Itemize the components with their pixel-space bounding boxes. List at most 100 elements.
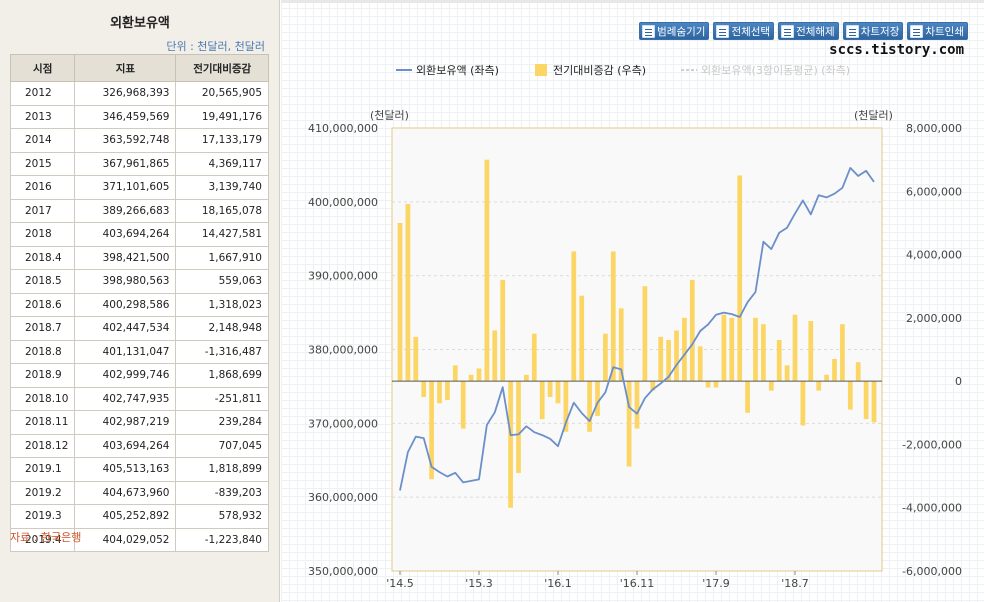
y-left-tick-label: 400,000,000 <box>308 196 378 209</box>
cell-change: 1,818,899 <box>175 457 269 482</box>
bar <box>832 358 837 382</box>
legend-entry[interactable]: 외환보유액(3항이동평균) (좌측) <box>701 64 850 77</box>
cell-period: 2018.8 <box>9 339 76 364</box>
bar <box>634 381 640 429</box>
y-right-axis-label: (천달러) <box>854 108 893 122</box>
y-left-tick-label: 360,000,000 <box>308 491 378 504</box>
table-row[interactable]: 2015 367,961,865 4,369,117 <box>9 151 269 176</box>
table-row[interactable]: 2016 371,101,605 3,139,740 <box>9 175 269 200</box>
x-tick-label: '14.5 <box>386 577 414 590</box>
bar <box>761 324 766 382</box>
cell-indicator: 346,459,569 <box>74 104 177 129</box>
toolbar-button-select-all[interactable]: 전체선택 <box>713 22 775 40</box>
cell-indicator: 398,421,500 <box>74 245 177 270</box>
bar <box>429 381 434 480</box>
table-row[interactable]: 2014 363,592,748 17,133,179 <box>9 128 269 153</box>
bar <box>784 365 790 382</box>
source-note: 자료 : 한국은행 <box>10 531 82 544</box>
cell-period: 2018.10 <box>9 386 76 411</box>
bar <box>508 381 513 508</box>
bar <box>745 381 750 413</box>
chart-toolbar: 범례숨기기 전체선택 전체해제 차트저장 차트인쇄 <box>639 22 968 40</box>
table-row[interactable]: 2018.7 402,447,534 2,148,948 <box>9 316 269 341</box>
bar <box>524 374 529 382</box>
watermark: sccs.tistory.com <box>829 42 964 58</box>
y-left-tick-label: 380,000,000 <box>308 344 378 357</box>
table-row[interactable]: 2019.4 404,029,052 -1,223,840 <box>9 527 269 552</box>
cell-change: 14,427,581 <box>175 222 269 247</box>
toolbar-button-label: 범례숨기기 <box>657 25 706 38</box>
x-tick-label: '17.9 <box>702 577 730 590</box>
data-table: 시점 지표 전기대비증감 2012 326,968,393 20,565,905 20… <box>9 54 269 552</box>
table-row[interactable]: 2018.4 398,421,500 1,667,910 <box>9 245 269 270</box>
cell-indicator: 367,961,865 <box>74 151 177 176</box>
bar <box>531 333 537 382</box>
bar <box>847 381 853 410</box>
toolbar-button-print[interactable]: 차트인쇄 <box>907 22 968 40</box>
cell-indicator: 400,298,586 <box>74 292 177 317</box>
cell-period: 2015 <box>9 151 76 176</box>
table-row[interactable]: 2018 403,694,264 14,427,581 <box>9 222 269 247</box>
save-icon <box>845 24 859 38</box>
bar <box>547 381 553 397</box>
bar <box>855 362 861 382</box>
bar <box>437 381 442 404</box>
column-header-change[interactable]: 전기대비증감 <box>175 54 269 82</box>
series-line <box>399 166 875 491</box>
table-row[interactable]: 2018.11 402,987,219 239,284 <box>9 410 269 435</box>
cell-indicator: 403,694,264 <box>74 433 177 458</box>
cell-indicator: 398,980,563 <box>74 269 177 294</box>
table-body: 2012 326,968,393 20,565,905 2013 346,459,569… <box>9 81 269 552</box>
cell-change: 2,148,948 <box>175 316 269 341</box>
table-row[interactable]: 2018.12 403,694,264 707,045 <box>9 433 269 458</box>
cell-change: 1,868,699 <box>175 363 269 388</box>
x-tick-label: '16.11 <box>620 577 655 590</box>
bar <box>563 381 569 432</box>
table-row[interactable]: 2018.6 400,298,586 1,318,023 <box>9 292 269 317</box>
table-row[interactable]: 2019.2 404,673,960 -839,203 <box>9 480 269 505</box>
legend-entry[interactable]: 전기대비증감 (우측) <box>553 64 646 77</box>
bar <box>697 346 703 382</box>
legend-entry[interactable]: 외환보유액 (좌측) <box>416 64 499 77</box>
toolbar-button-label: 차트인쇄 <box>925 25 964 38</box>
cell-indicator: 403,694,264 <box>74 222 177 247</box>
x-tick-label: '16.1 <box>544 577 572 590</box>
y-right-tick-label: 2,000,000 <box>906 312 962 325</box>
bar <box>610 251 616 382</box>
table-row[interactable]: 2012 326,968,393 20,565,905 <box>9 81 269 106</box>
toolbar-button-save[interactable]: 차트저장 <box>842 22 904 40</box>
cell-change: 17,133,179 <box>175 128 269 153</box>
cell-change: 18,165,078 <box>175 198 269 223</box>
table-row[interactable]: 2018.5 398,980,563 559,063 <box>9 269 269 294</box>
bar <box>595 381 600 416</box>
toolbar-button-legend[interactable]: 범례숨기기 <box>639 22 710 40</box>
table-row[interactable]: 2018.8 401,131,047 -1,316,487 <box>9 339 269 364</box>
table-row[interactable]: 2019.1 405,513,163 1,818,899 <box>9 457 269 482</box>
toolbar-button-deselect[interactable]: 전체해제 <box>778 22 839 40</box>
bar <box>674 330 679 382</box>
cell-period: 2012 <box>9 81 76 106</box>
y-right-tick-label: -4,000,000 <box>902 502 962 515</box>
cell-change: 19,491,176 <box>175 104 269 129</box>
cell-change: -1,316,487 <box>175 339 269 364</box>
column-header-indicator[interactable]: 지표 <box>74 54 177 82</box>
table-row[interactable]: 2018.10 402,747,935 -251,811 <box>9 386 269 411</box>
cell-indicator: 401,131,047 <box>74 339 177 364</box>
cell-indicator: 404,673,960 <box>74 480 177 505</box>
cell-change: 4,369,117 <box>175 151 269 176</box>
bar <box>824 374 829 382</box>
cell-period: 2019.1 <box>9 457 76 482</box>
table-row[interactable]: 2019.3 405,252,892 578,932 <box>9 504 269 529</box>
table-row[interactable]: 2017 389,266,683 18,165,078 <box>9 198 269 223</box>
cell-change: 20,565,905 <box>175 81 269 106</box>
cell-indicator: 402,987,219 <box>74 410 177 435</box>
y-right-tick-label: 0 <box>955 375 962 388</box>
table-row[interactable]: 2013 346,459,569 19,491,176 <box>9 104 269 129</box>
y-left-tick-label: 390,000,000 <box>308 270 378 283</box>
bar <box>792 314 798 382</box>
bar <box>516 381 521 473</box>
table-row[interactable]: 2018.9 402,999,746 1,868,699 <box>9 363 269 388</box>
column-header-period[interactable]: 시점 <box>9 54 76 82</box>
y-left-tick-label: 370,000,000 <box>308 417 378 430</box>
bar <box>666 340 671 382</box>
